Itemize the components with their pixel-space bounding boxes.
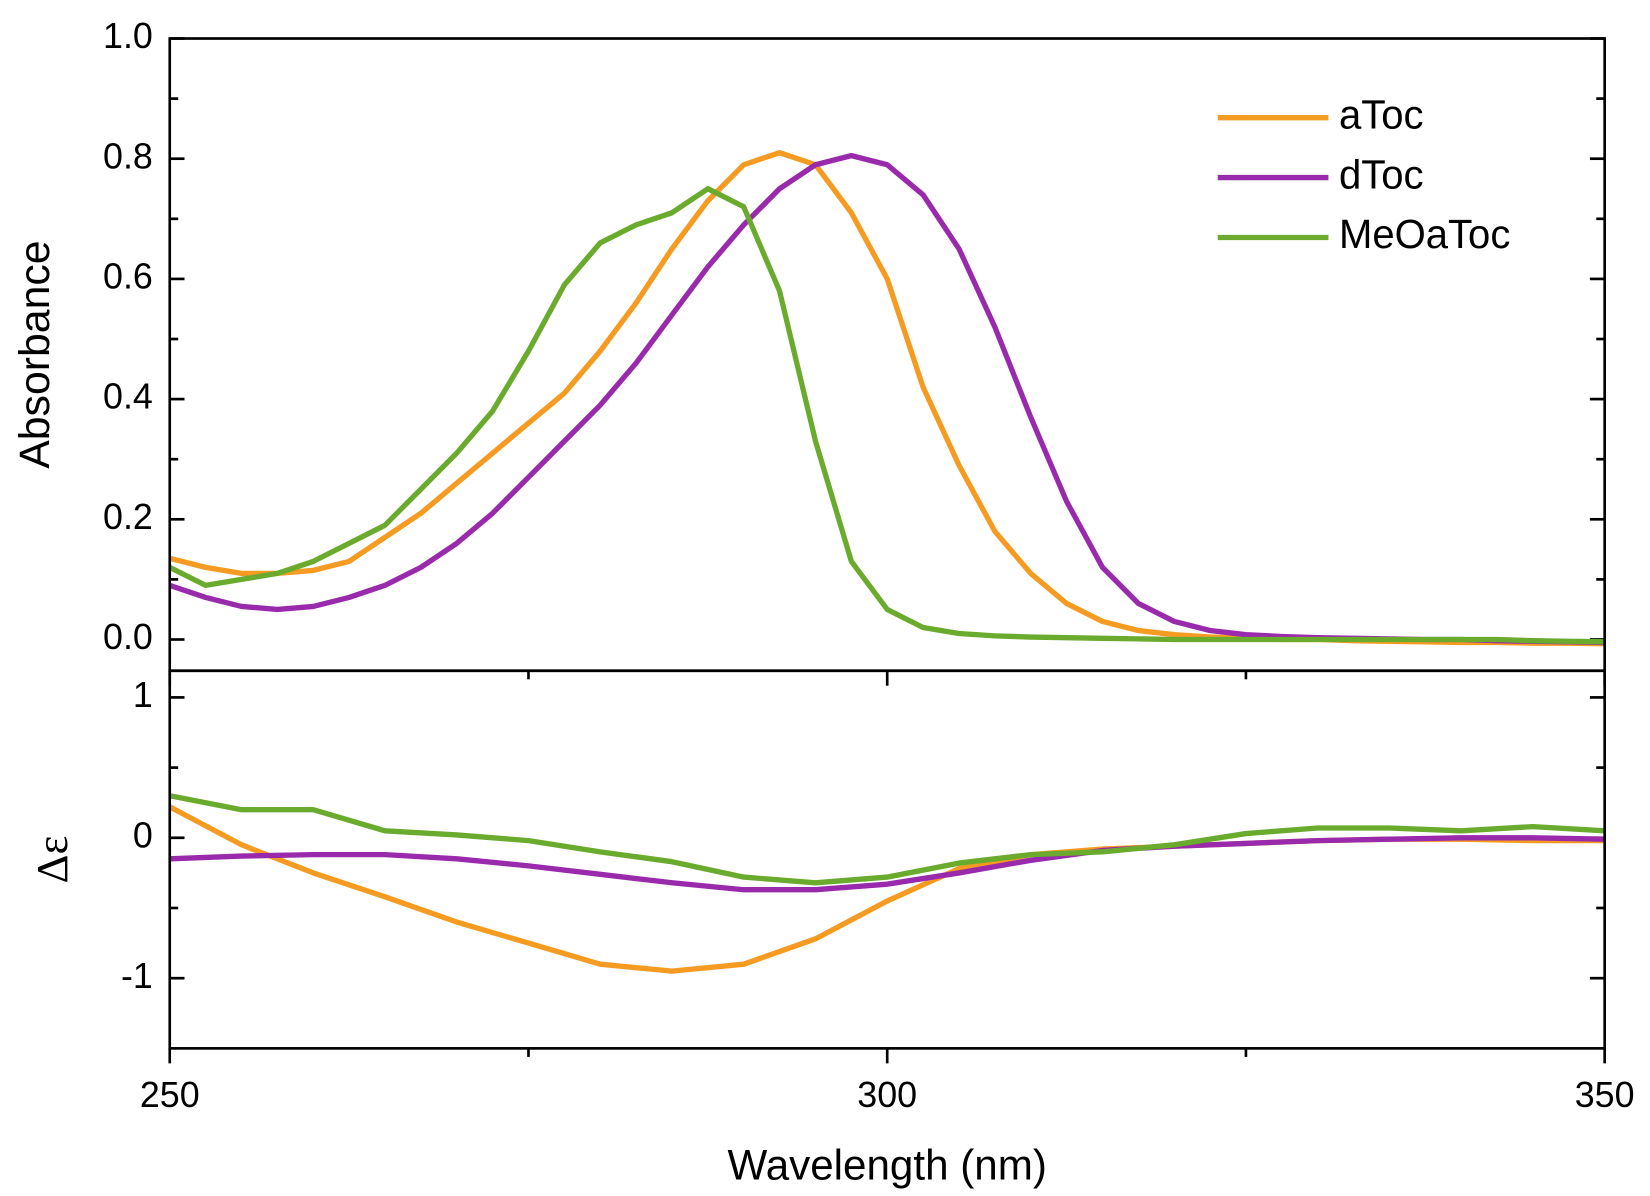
y-tick-label: 0.8 — [103, 135, 153, 176]
y-axis-label: Δε — [27, 836, 77, 884]
legend-label: aToc — [1339, 91, 1424, 137]
y-tick-label: -1 — [121, 955, 153, 996]
x-tick-label: 300 — [857, 1074, 917, 1115]
y-tick-label: 0.4 — [103, 375, 153, 416]
y-tick-label: 1.0 — [103, 15, 153, 56]
plot-frame — [168, 669, 1606, 1050]
x-axis-label: Wavelength (nm) — [727, 1142, 1046, 1189]
y-axis-label: Absorbance — [12, 240, 59, 468]
x-tick-label: 250 — [140, 1074, 200, 1115]
x-tick-label: 350 — [1575, 1074, 1635, 1115]
y-tick-label: 1 — [133, 674, 153, 715]
legend-label: dToc — [1339, 151, 1424, 197]
series-line — [169, 835, 1605, 893]
y-tick-label: 0.6 — [103, 255, 153, 296]
legend-label: MeOaToc — [1339, 211, 1510, 257]
series-line — [169, 793, 1605, 886]
y-tick-label: 0.0 — [103, 616, 153, 657]
y-tick-label: 0 — [133, 814, 153, 855]
y-tick-label: 0.2 — [103, 496, 153, 537]
series-line — [169, 186, 1605, 645]
